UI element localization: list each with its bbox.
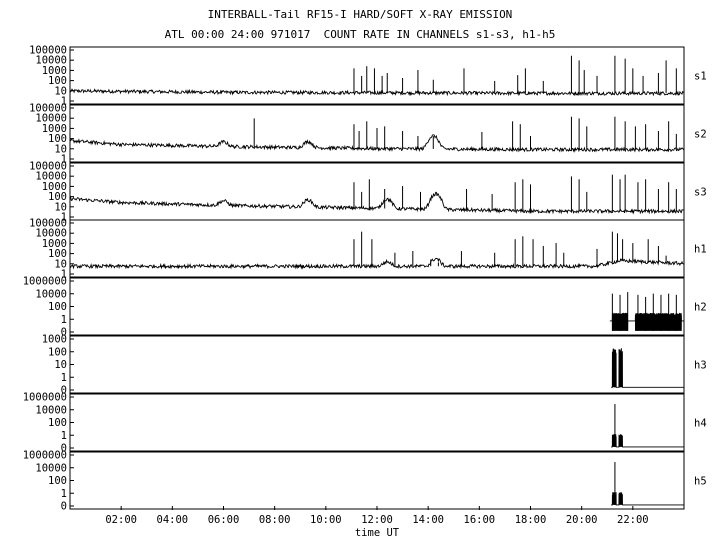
y-tick-label-h1: 1000 bbox=[42, 238, 67, 250]
panel-frame-h4 bbox=[69, 393, 685, 452]
series-trace-s3 bbox=[69, 191, 685, 215]
x-tick-label: 12:00 bbox=[361, 514, 393, 526]
y-tick-label-s3: 1000 bbox=[42, 181, 67, 193]
panel-frame-s1 bbox=[69, 46, 685, 105]
channel-label-h1: h1 bbox=[694, 244, 707, 256]
y-tick-label-s2: 10 bbox=[54, 143, 67, 155]
y-tick-label-h3: 1 bbox=[61, 372, 67, 384]
x-tick-label: 22:00 bbox=[617, 514, 649, 526]
y-tick-label-h3: 10 bbox=[54, 359, 67, 371]
y-tick-label-h1: 10 bbox=[54, 258, 67, 270]
y-tick-label-s1: 100 bbox=[48, 75, 67, 87]
y-tick-label-h2: 100 bbox=[48, 301, 67, 313]
series-trace-h2 bbox=[609, 312, 684, 331]
y-tick-label-s2: 100000 bbox=[29, 103, 67, 115]
channel-label-h2: h2 bbox=[694, 302, 707, 314]
y-tick-label-h3: 1000 bbox=[42, 334, 67, 346]
y-tick-label-s1: 10000 bbox=[35, 55, 67, 67]
y-tick-label-s2: 1000 bbox=[42, 123, 67, 135]
chart-title: INTERBALL-Tail RF15-I HARD/SOFT X-RAY EM… bbox=[207, 8, 513, 21]
channel-label-h3: h3 bbox=[694, 360, 707, 372]
channel-label-h4: h4 bbox=[694, 418, 707, 430]
x-tick-label: 06:00 bbox=[208, 514, 240, 526]
y-tick-label-s2: 1 bbox=[61, 154, 67, 166]
channel-label-s3: s3 bbox=[694, 187, 707, 199]
y-tick-label-h2: 1 bbox=[61, 314, 67, 326]
y-tick-label-s3: 10 bbox=[54, 201, 67, 213]
x-tick-label: 10:00 bbox=[310, 514, 342, 526]
panel-frame-h1 bbox=[69, 219, 685, 278]
y-tick-label-h4: 1 bbox=[61, 430, 67, 442]
y-tick-label-s3: 10000 bbox=[35, 171, 67, 183]
x-axis-label: time UT bbox=[355, 527, 400, 539]
x-tick-label: 14:00 bbox=[412, 514, 444, 526]
series-trace-h4 bbox=[611, 434, 684, 448]
y-tick-label-h3: 0 bbox=[61, 385, 67, 397]
y-tick-label-h2: 1000000 bbox=[23, 276, 67, 288]
y-tick-label-s1: 100000 bbox=[29, 45, 67, 57]
channel-label-s1: s1 bbox=[694, 71, 707, 83]
y-tick-label-h1: 10000 bbox=[35, 228, 67, 240]
chart-subtitle: ATL 00:00 24:00 971017 COUNT RATE IN CHA… bbox=[164, 28, 556, 41]
series-trace-s1 bbox=[69, 88, 685, 97]
y-tick-label-s1: 1 bbox=[61, 96, 67, 108]
y-tick-label-h1: 100000 bbox=[29, 218, 67, 230]
panel-frame-h2 bbox=[69, 277, 685, 336]
panel-frame-s2 bbox=[69, 104, 685, 163]
series-trace-h1 bbox=[69, 257, 685, 270]
series-trace-h3 bbox=[611, 348, 684, 388]
y-tick-label-h5: 1 bbox=[61, 488, 67, 500]
y-tick-label-s3: 100 bbox=[48, 191, 67, 203]
y-tick-label-s2: 100 bbox=[48, 133, 67, 145]
series-trace-h5 bbox=[611, 492, 684, 506]
y-tick-label-s1: 1000 bbox=[42, 65, 67, 77]
x-tick-label: 04:00 bbox=[157, 514, 189, 526]
y-tick-label-h5: 10000 bbox=[35, 462, 67, 474]
panel-frame-h3 bbox=[69, 335, 685, 394]
y-tick-label-h5: 1000000 bbox=[23, 450, 67, 462]
y-tick-label-h2: 10000 bbox=[35, 288, 67, 300]
channel-label-h5: h5 bbox=[694, 476, 707, 488]
panel-frame-h5 bbox=[69, 451, 685, 510]
y-tick-label-h1: 100 bbox=[48, 248, 67, 260]
x-tick-label: 16:00 bbox=[464, 514, 496, 526]
x-tick-label: 18:00 bbox=[515, 514, 547, 526]
y-tick-label-h2: 0 bbox=[61, 327, 67, 339]
y-tick-label-h4: 1000000 bbox=[23, 392, 67, 404]
y-tick-label-s1: 10 bbox=[54, 85, 67, 97]
y-tick-label-h5: 100 bbox=[48, 475, 67, 487]
y-tick-label-s3: 100000 bbox=[29, 161, 67, 173]
y-tick-label-h3: 100 bbox=[48, 346, 67, 358]
y-tick-label-h5: 0 bbox=[61, 501, 67, 513]
x-tick-label: 02:00 bbox=[105, 514, 137, 526]
y-tick-label-s3: 1 bbox=[61, 212, 67, 224]
x-tick-label: 20:00 bbox=[566, 514, 598, 526]
y-tick-label-h4: 100 bbox=[48, 417, 67, 429]
y-tick-label-h1: 1 bbox=[61, 269, 67, 281]
x-tick-label: 08:00 bbox=[259, 514, 291, 526]
y-tick-label-s2: 10000 bbox=[35, 113, 67, 125]
y-tick-label-h4: 0 bbox=[61, 443, 67, 455]
channel-label-s2: s2 bbox=[694, 129, 707, 141]
y-tick-label-h4: 10000 bbox=[35, 404, 67, 416]
